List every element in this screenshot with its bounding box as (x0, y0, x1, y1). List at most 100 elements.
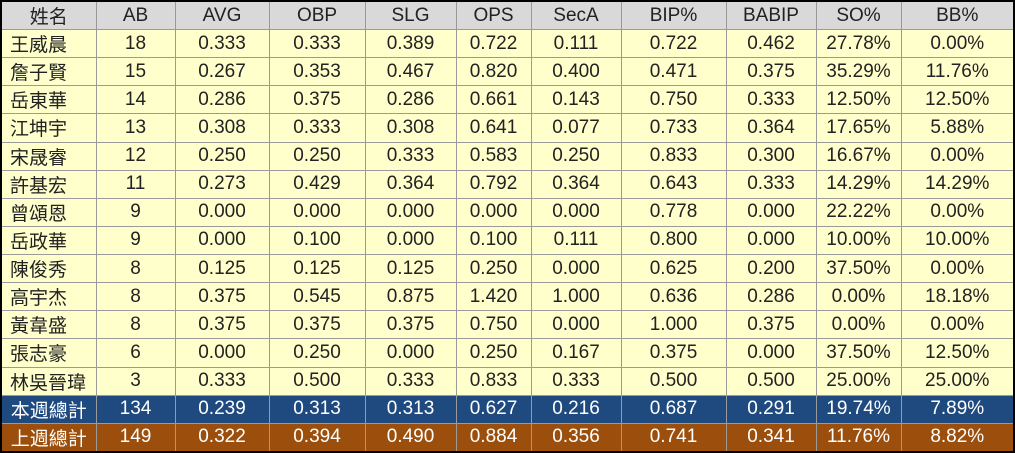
stat-cell: 1.000 (620, 310, 727, 340)
player-row: 陳俊秀 8 0.125 0.125 0.125 0.250 0.000 0.625 0.200 3… (0, 253, 1015, 284)
stat-cell: 25.00% (815, 366, 902, 396)
stat-cell: 0.250 (455, 253, 532, 284)
table-body: 王威晨 18 0.333 0.333 0.389 0.722 0.111 0.722 0.462… (0, 28, 1015, 453)
stat-cell: 14 (95, 85, 176, 115)
header-cell: SecA (530, 0, 622, 30)
stat-cell: 0.308 (364, 113, 457, 143)
stat-cell: 0.625 (620, 253, 727, 284)
player-row: 黃韋盛 8 0.375 0.375 0.375 0.750 0.000 1.000 0.375 0… (0, 310, 1015, 340)
player-row: 岳東華 14 0.286 0.375 0.286 0.661 0.143 0.750 0.333… (0, 85, 1015, 115)
header-cell: BIP% (620, 0, 727, 30)
stat-cell: 1.420 (455, 282, 532, 312)
player-row: 曾頌恩 9 0.000 0.000 0.000 0.000 0.000 0.778 0.000 2… (0, 197, 1015, 227)
stat-cell: 0.661 (455, 85, 532, 115)
stat-cell: 0.077 (530, 113, 622, 143)
header-cell: SLG (364, 0, 457, 30)
stat-cell: 0.800 (620, 225, 727, 256)
stat-cell: 0.500 (268, 366, 366, 396)
stat-cell: 0.364 (364, 169, 457, 199)
stat-cell: 0.778 (620, 197, 727, 227)
stat-cell: 8 (95, 253, 176, 284)
header-cell: OBP (268, 0, 366, 30)
stat-cell: 0.833 (455, 366, 532, 396)
stat-cell: 12 (95, 141, 176, 171)
player-row: 張志豪 6 0.000 0.250 0.000 0.250 0.167 0.375 0.000 3… (0, 338, 1015, 368)
stat-cell: 9 (95, 197, 176, 227)
name-cell: 許基宏 (0, 169, 97, 199)
stat-cell: 0.500 (620, 366, 727, 396)
stat-cell: 0.00% (815, 282, 902, 312)
name-cell: 岳東華 (0, 85, 97, 115)
name-cell: 上週總計 (0, 422, 97, 453)
stat-cell: 27.78% (815, 28, 902, 59)
name-cell: 本週總計 (0, 394, 97, 424)
stat-cell: 17.65% (815, 113, 902, 143)
stat-cell: 0.471 (620, 57, 727, 87)
player-row: 宋晟睿 12 0.250 0.250 0.333 0.583 0.250 0.833 0.300… (0, 141, 1015, 171)
stat-cell: 0.490 (364, 422, 457, 453)
stat-cell: 0.250 (530, 141, 622, 171)
stat-cell: 0.375 (268, 85, 366, 115)
stat-cell: 0.333 (364, 141, 457, 171)
stat-cell: 0.000 (530, 253, 622, 284)
stat-cell: 8 (95, 282, 176, 312)
stat-cell: 35.29% (815, 57, 902, 87)
stat-cell: 0.313 (268, 394, 366, 424)
stat-cell: 8.82% (900, 422, 1015, 453)
stat-cell: 0.641 (455, 113, 532, 143)
stat-cell: 0.333 (364, 366, 457, 396)
stat-cell: 0.00% (900, 253, 1015, 284)
stat-cell: 7.89% (900, 394, 1015, 424)
stat-cell: 0.000 (530, 197, 622, 227)
name-cell: 岳政華 (0, 225, 97, 256)
stat-cell: 0.216 (530, 394, 622, 424)
stat-cell: 0.00% (900, 197, 1015, 227)
stat-cell: 0.364 (530, 169, 622, 199)
stat-cell: 0.000 (455, 197, 532, 227)
stat-cell: 0.750 (455, 310, 532, 340)
stat-cell: 0.313 (364, 394, 457, 424)
stat-cell: 0.125 (268, 253, 366, 284)
stat-cell: 0.389 (364, 28, 457, 59)
stat-cell: 0.375 (174, 310, 270, 340)
stat-cell: 0.333 (268, 28, 366, 59)
stat-cell: 0.000 (364, 197, 457, 227)
stat-cell: 12.50% (900, 338, 1015, 368)
name-cell: 王威晨 (0, 28, 97, 59)
stat-cell: 0.375 (725, 310, 817, 340)
stat-cell: 0.000 (268, 197, 366, 227)
stat-cell: 0.643 (620, 169, 727, 199)
stat-cell: 0.636 (620, 282, 727, 312)
name-cell: 曾頌恩 (0, 197, 97, 227)
stat-cell: 18 (95, 28, 176, 59)
stat-cell: 0.833 (620, 141, 727, 171)
stat-cell: 0.291 (725, 394, 817, 424)
stat-cell: 0.750 (620, 85, 727, 115)
stat-cell: 0.462 (725, 28, 817, 59)
player-row: 岳政華 9 0.000 0.100 0.000 0.100 0.111 0.800 0.000 1… (0, 225, 1015, 256)
name-cell: 陳俊秀 (0, 253, 97, 284)
stat-cell: 0.820 (455, 57, 532, 87)
stat-cell: 22.22% (815, 197, 902, 227)
stat-cell: 10.00% (815, 225, 902, 256)
stat-cell: 0.250 (268, 338, 366, 368)
player-row: 詹子賢 15 0.267 0.353 0.467 0.820 0.400 0.471 0.375… (0, 57, 1015, 87)
stat-cell: 37.50% (815, 253, 902, 284)
stat-cell: 0.167 (530, 338, 622, 368)
stat-cell: 0.353 (268, 57, 366, 87)
stat-cell: 0.333 (725, 85, 817, 115)
stat-cell: 0.333 (174, 28, 270, 59)
stat-cell: 12.50% (900, 85, 1015, 115)
stat-cell: 0.627 (455, 394, 532, 424)
stat-cell: 0.000 (725, 338, 817, 368)
stat-cell: 0.322 (174, 422, 270, 453)
stat-cell: 0.000 (364, 225, 457, 256)
name-cell: 江坤宇 (0, 113, 97, 143)
name-cell: 張志豪 (0, 338, 97, 368)
stat-cell: 0.286 (174, 85, 270, 115)
stat-cell: 149 (95, 422, 176, 453)
stat-cell: 12.50% (815, 85, 902, 115)
stat-cell: 0.333 (174, 366, 270, 396)
